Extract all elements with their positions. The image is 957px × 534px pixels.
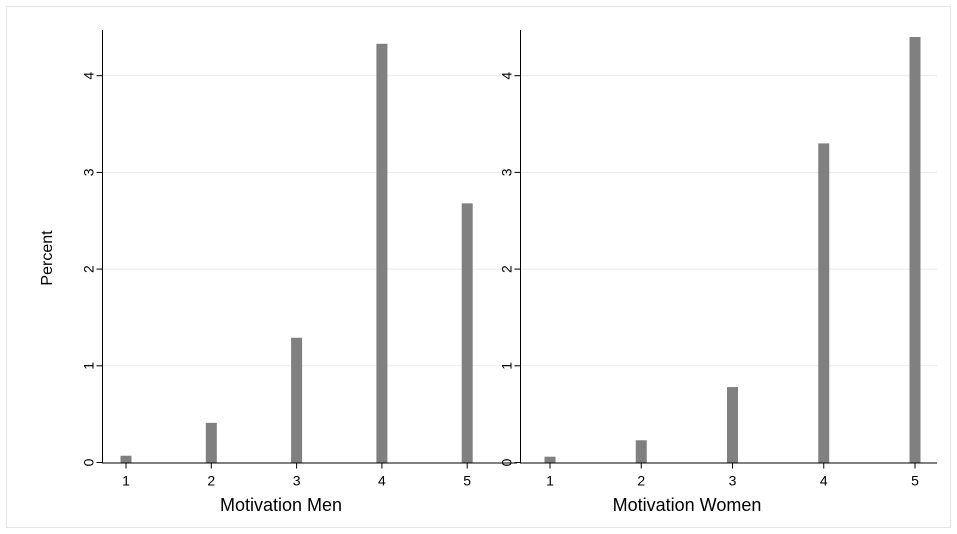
- bar-panel1-cat-1: [120, 455, 132, 463]
- bar-panel2-cat-1: [544, 456, 556, 463]
- x-tick-label-panel1-5: 5: [463, 473, 471, 489]
- tick-labels: 0 1 2 3 4 1 2 3 4 5 0 1 2 3 4 1 2 3 4 5: [80, 72, 919, 489]
- y-tick-label-panel2-2: 2: [498, 265, 514, 273]
- axes: [96, 30, 937, 469]
- bar-panel1-cat-4: [376, 43, 388, 463]
- y-tick-label-panel1-4: 4: [80, 72, 96, 80]
- y-tick-label-panel1-2: 2: [80, 265, 96, 273]
- x-axis-label-men: Motivation Men: [220, 495, 342, 515]
- bar-panel2-cat-4: [818, 143, 830, 463]
- y-tick-label-panel2-4: 4: [498, 72, 514, 80]
- bar-panel1-cat-5: [461, 203, 473, 463]
- x-tick-label-panel1-2: 2: [207, 473, 215, 489]
- bar-panel2-cat-5: [909, 37, 921, 463]
- bar-panel2-cat-3: [727, 387, 738, 463]
- y-tick-label-panel1-3: 3: [80, 168, 96, 176]
- bars: [120, 37, 921, 463]
- x-tick-label-panel2-2: 2: [637, 473, 645, 489]
- gridlines: [102, 75, 937, 367]
- bar-panel1-cat-2: [205, 422, 217, 463]
- y-tick-label-panel2-0: 0: [498, 458, 514, 466]
- x-tick-label-panel2-5: 5: [911, 473, 919, 489]
- bar-panel2-cat-2: [635, 440, 647, 463]
- y-axis-label: Percent: [39, 230, 56, 286]
- y-tick-label-panel1-0: 0: [80, 458, 96, 466]
- x-tick-label-panel2-3: 3: [729, 473, 737, 489]
- figure-border: [6, 6, 951, 528]
- y-tick-label-panel2-1: 1: [498, 362, 514, 370]
- x-tick-label-panel1-3: 3: [293, 473, 301, 489]
- x-tick-label-panel1-1: 1: [122, 473, 130, 489]
- x-tick-label-panel1-4: 4: [378, 473, 386, 489]
- x-tick-label-panel2-4: 4: [820, 473, 828, 489]
- y-tick-label-panel2-3: 3: [498, 168, 514, 176]
- x-tick-label-panel2-1: 1: [546, 473, 554, 489]
- bar-panel1-cat-3: [291, 337, 303, 463]
- x-axis-label-women: Motivation Women: [613, 495, 762, 515]
- y-tick-label-panel1-1: 1: [80, 362, 96, 370]
